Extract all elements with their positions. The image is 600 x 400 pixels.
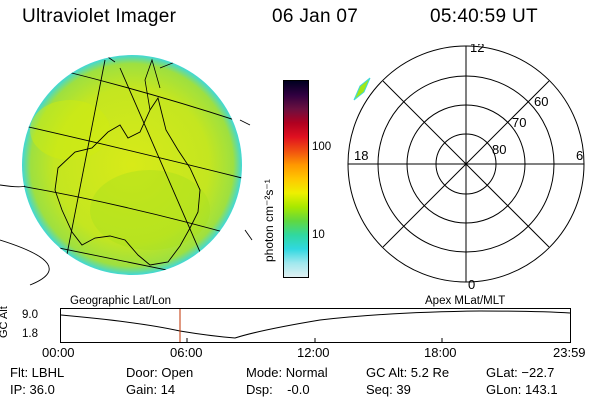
mlat-label-70: 70 [512,115,526,130]
mlt-label-6: 6 [576,148,583,163]
y-tick-1-8: 1.8 [22,328,38,340]
geographic-image-panel [0,55,253,286]
instrument-title: Ultraviolet Imager [22,6,177,27]
x-tick-1200: 12:00 [297,345,330,360]
x-tick-1800: 18:00 [424,345,457,360]
latitude-line-outside [0,184,26,188]
mlt-label-12: 12 [470,44,484,55]
polar-diagonal [382,80,550,248]
colorbar-unit-label: photon cm⁻²s⁻¹ [262,179,276,262]
mlat-label-80: 80 [492,142,506,157]
apex-title: Apex MLat/MLT [425,295,506,307]
colorbar-tick-10: 10 [312,229,325,241]
ip-readout: IP: 36.0 [10,382,55,397]
color-scale-bar [283,80,309,278]
colorbar-tick-100: 100 [312,141,332,153]
dsp-readout: Dsp: -0.0 [246,382,310,397]
latitude-line-outside [239,119,251,126]
longitude-line [119,67,211,275]
latitude-line-outside [0,239,50,286]
y-tick-9: 9.0 [22,309,38,321]
mlt-label-0: 0 [468,277,475,292]
brightness-patch [90,170,210,250]
x-tick-2359: 23:59 [553,345,586,360]
time-label: 05:40:59 UT [430,6,538,27]
glon-readout: GLon: 143.1 [486,382,558,397]
mode-readout: Mode: Normal [246,365,328,380]
glat-readout: GLat: −22.7 [486,365,555,380]
longitude-line [59,59,106,275]
mlt-label-18: 18 [354,148,368,163]
mlat-label-60: 60 [534,94,548,109]
coastline [54,96,201,266]
seq-readout: Seq: 39 [366,382,411,397]
latitude-line [22,124,242,181]
date-label: 06 Jan 07 [272,6,359,27]
gain-readout: Gain: 14 [126,382,176,397]
door-readout: Door: Open [126,365,194,380]
polar-plot: 12 0 18 6 60 70 80 [347,44,585,292]
altitude-curve [60,310,571,339]
gc-alt-axis-label: GC Alt [0,306,10,338]
x-tick-0000: 00:00 [42,345,75,360]
filter-readout: Flt: LBHL [10,365,65,380]
latitude-line [59,69,242,126]
altitude-timeline[interactable] [60,308,572,344]
gc-alt-readout: GC Alt: 5.2 Re [366,365,450,380]
coastline [144,58,161,111]
latitude-line-outside [244,229,253,241]
x-tick-0600: 06:00 [170,345,203,360]
geographic-title: Geographic Lat/Lon [70,295,172,307]
timeline-frame [60,308,571,343]
brightness-patch [30,100,110,160]
auroral-data-patch [353,77,371,101]
